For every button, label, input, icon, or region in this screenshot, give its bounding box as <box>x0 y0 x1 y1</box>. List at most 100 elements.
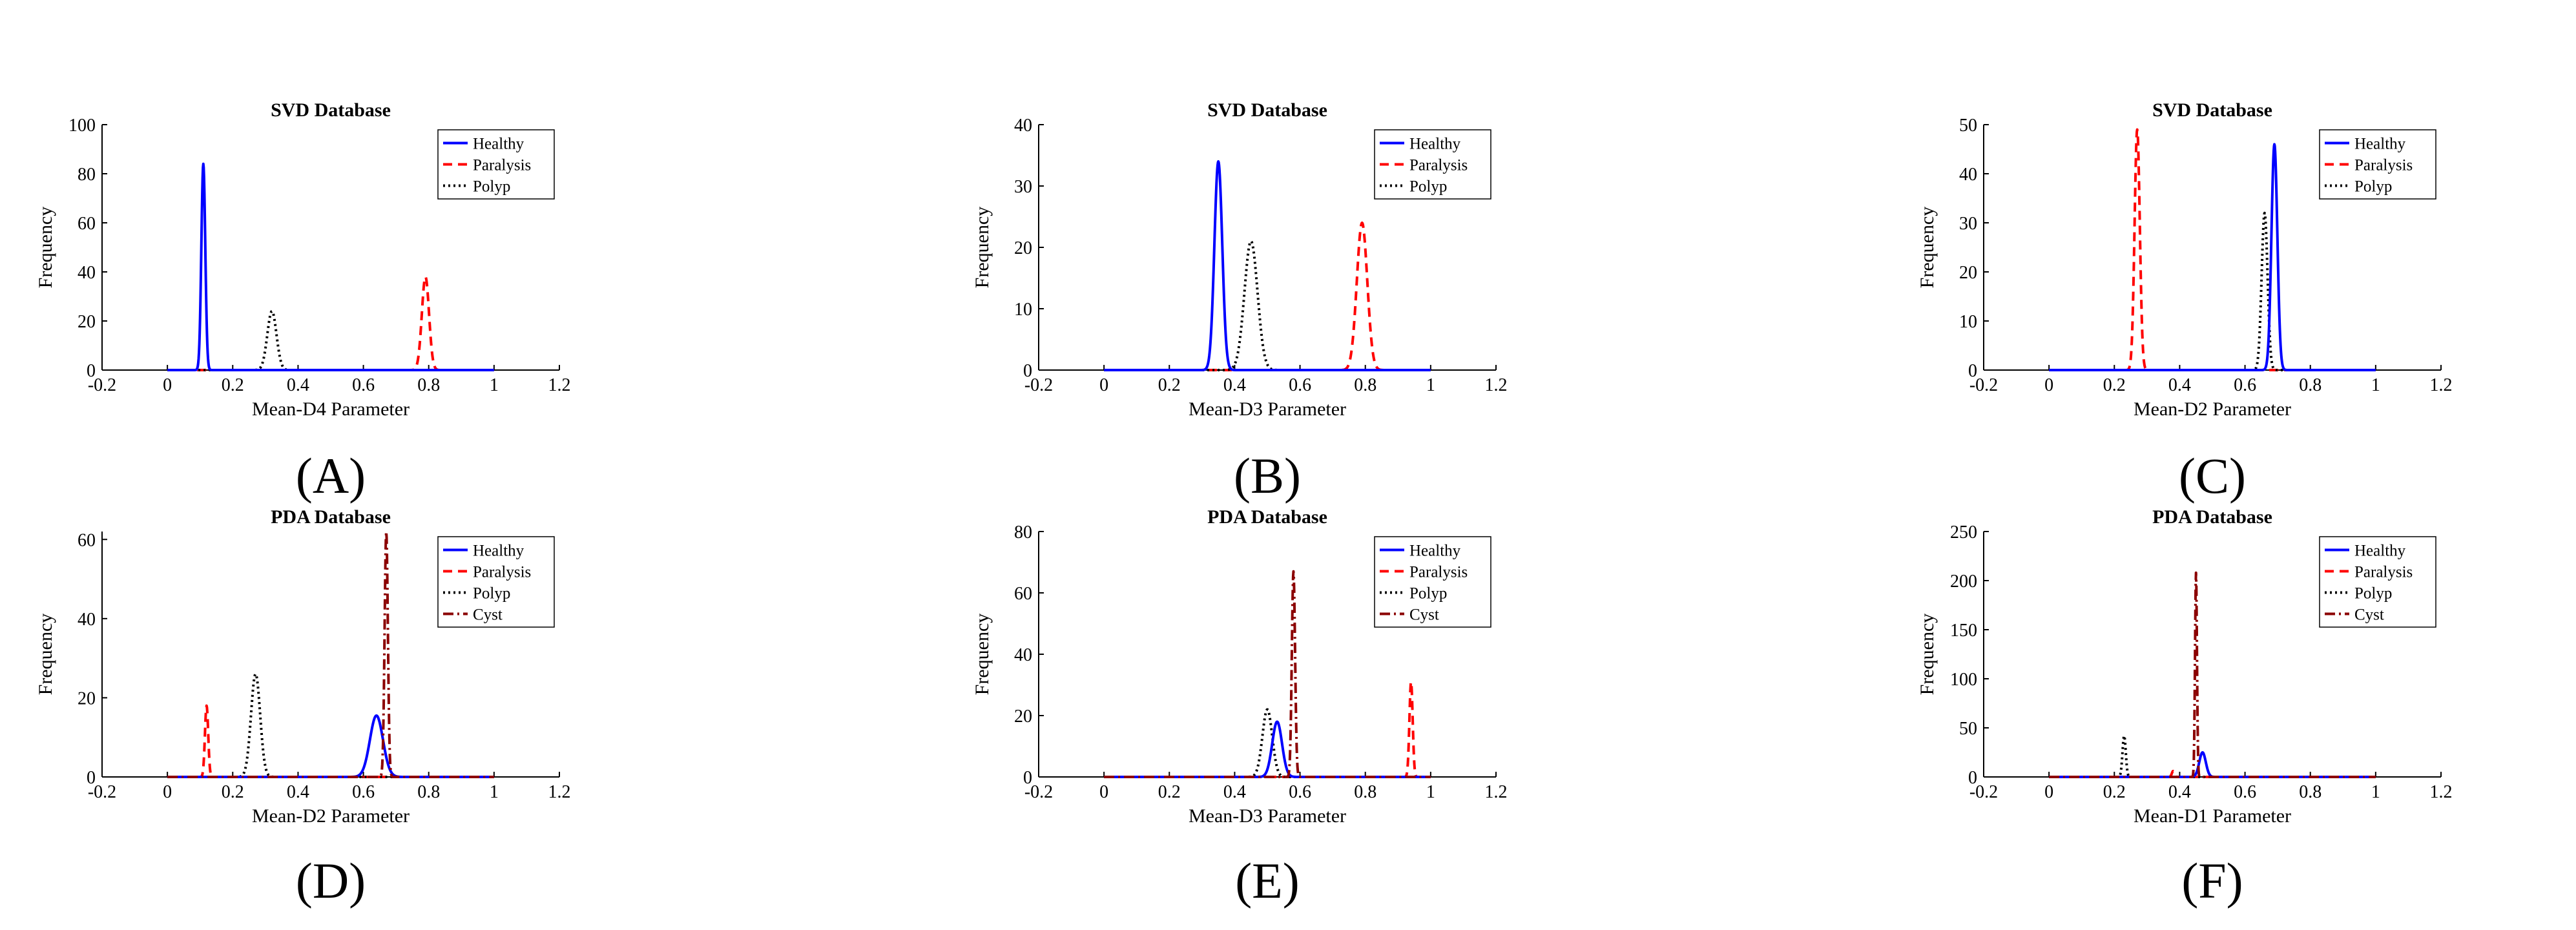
x-tick-label: 0 <box>2044 782 2053 802</box>
legend-label-polyp: Polyp <box>473 585 510 603</box>
x-tick-label: 0.4 <box>2168 782 2191 802</box>
y-tick-label: 60 <box>1014 584 1032 604</box>
x-tick-label: -0.2 <box>1024 375 1053 395</box>
legend-label-healthy: Healthy <box>2354 136 2406 153</box>
y-tick-label: 150 <box>1950 621 1977 641</box>
legend-label-cyst: Cyst <box>473 606 503 624</box>
panel-label: (D) <box>296 852 366 909</box>
panel-label: (F) <box>2181 852 2243 909</box>
x-tick-label: 1 <box>490 375 499 395</box>
y-tick-label: 20 <box>1959 263 1977 283</box>
legend-box <box>437 129 555 200</box>
legend-label-polyp: Polyp <box>2354 178 2392 196</box>
y-tick-label: 80 <box>78 165 96 185</box>
y-axis-label: Frequency <box>35 614 56 696</box>
x-axis-label: Mean-D4 Parameter <box>252 398 410 420</box>
panel-label: (B) <box>1234 448 1301 504</box>
x-tick-label: -0.2 <box>88 782 116 802</box>
series-line-polyp <box>166 672 495 778</box>
series-line-polyp <box>2048 211 2377 371</box>
legend-label-paralysis: Paralysis <box>473 157 531 174</box>
y-tick-label: 0 <box>1023 361 1032 381</box>
y-tick-label: 60 <box>78 530 96 550</box>
x-tick-label: 0.6 <box>2234 375 2256 395</box>
y-tick-label: 0 <box>1968 361 1977 381</box>
x-tick-label: 0.2 <box>222 782 244 802</box>
legend-label-healthy: Healthy <box>2354 542 2406 560</box>
y-tick-label: 20 <box>78 312 96 332</box>
legend-box <box>1374 129 1491 200</box>
y-tick-label: 40 <box>78 610 96 630</box>
x-tick-label: 1 <box>1426 375 1435 395</box>
y-axis-label: Frequency <box>35 207 56 289</box>
chart-title: SVD Database <box>1207 99 1327 121</box>
y-tick-label: 40 <box>1014 116 1032 136</box>
x-tick-label: 0.8 <box>2299 782 2322 802</box>
x-tick-label: 0.4 <box>287 782 309 802</box>
legend: Healthy Paralysis Polyp Cyst <box>1374 536 1491 628</box>
x-tick-label: -0.2 <box>1024 782 1053 802</box>
x-tick-label: 0.8 <box>417 375 440 395</box>
legend-box <box>2319 129 2436 200</box>
y-tick-label: 100 <box>1950 670 1977 690</box>
y-tick-label: 10 <box>1959 312 1977 332</box>
panel-label: (A) <box>296 448 366 504</box>
y-tick-label: 20 <box>78 688 96 708</box>
y-tick-label: 20 <box>1014 238 1032 258</box>
x-tick-label: 1.2 <box>1485 375 1508 395</box>
y-tick-label: 10 <box>1014 300 1032 320</box>
series-line-cyst <box>1103 570 1432 778</box>
series-line-cyst <box>2048 571 2377 778</box>
panel-f: -0.2 0 0.2 0.4 0.6 0.8 1 1.2050100150200250PDA … <box>1916 506 2453 909</box>
legend-label-paralysis: Paralysis <box>1409 564 1468 581</box>
x-tick-label: 0.8 <box>2299 375 2322 395</box>
series-line-healthy <box>1103 720 1432 778</box>
x-tick-label: -0.2 <box>1969 782 1998 802</box>
legend-label-polyp: Polyp <box>2354 585 2392 603</box>
series-line-paralysis <box>166 275 495 371</box>
x-axis-label: Mean-D3 Parameter <box>1189 805 1346 827</box>
y-axis-label: Frequency <box>971 614 993 696</box>
legend-label-paralysis: Paralysis <box>1409 157 1468 174</box>
y-tick-label: 40 <box>1959 165 1977 185</box>
x-tick-label: 0.4 <box>287 375 309 395</box>
legend-label-polyp: Polyp <box>1409 585 1447 603</box>
x-tick-label: 0.2 <box>2103 782 2126 802</box>
x-tick-label: 0 <box>1099 782 1108 802</box>
y-tick-label: 50 <box>1959 719 1977 739</box>
legend-label-paralysis: Paralysis <box>2354 564 2413 581</box>
x-tick-label: 0.6 <box>2234 782 2256 802</box>
y-tick-label: 250 <box>1950 522 1977 542</box>
panel-label: (E) <box>1235 852 1300 909</box>
x-tick-label: 0 <box>2044 375 2053 395</box>
series-line-paralysis <box>1103 680 1432 778</box>
chart-title: PDA Database <box>2152 506 2272 528</box>
legend: Healthy Paralysis Polyp <box>2319 129 2436 200</box>
legend-box <box>1374 536 1491 628</box>
x-tick-label: 1.2 <box>1485 782 1508 802</box>
legend-label-healthy: Healthy <box>1409 542 1461 560</box>
legend-label-healthy: Healthy <box>473 136 525 153</box>
x-tick-label: 0.2 <box>1158 375 1181 395</box>
series-line-healthy <box>2048 143 2377 371</box>
x-tick-label: 0.8 <box>1354 375 1376 395</box>
legend-label-paralysis: Paralysis <box>473 564 531 581</box>
x-tick-label: 0.4 <box>1223 782 1246 802</box>
x-tick-label: 0 <box>163 375 172 395</box>
x-axis-label: Mean-D1 Parameter <box>2134 805 2291 827</box>
chart-title: SVD Database <box>2152 99 2272 121</box>
x-tick-label: 0.2 <box>222 375 244 395</box>
x-tick-label: 0.4 <box>1223 375 1246 395</box>
legend-label-polyp: Polyp <box>1409 178 1447 196</box>
chart-title: PDA Database <box>271 506 391 528</box>
series-line-paralysis <box>166 704 495 778</box>
y-tick-label: 20 <box>1014 707 1032 727</box>
x-tick-label: 0 <box>1099 375 1108 395</box>
x-tick-label: 0.2 <box>1158 782 1181 802</box>
